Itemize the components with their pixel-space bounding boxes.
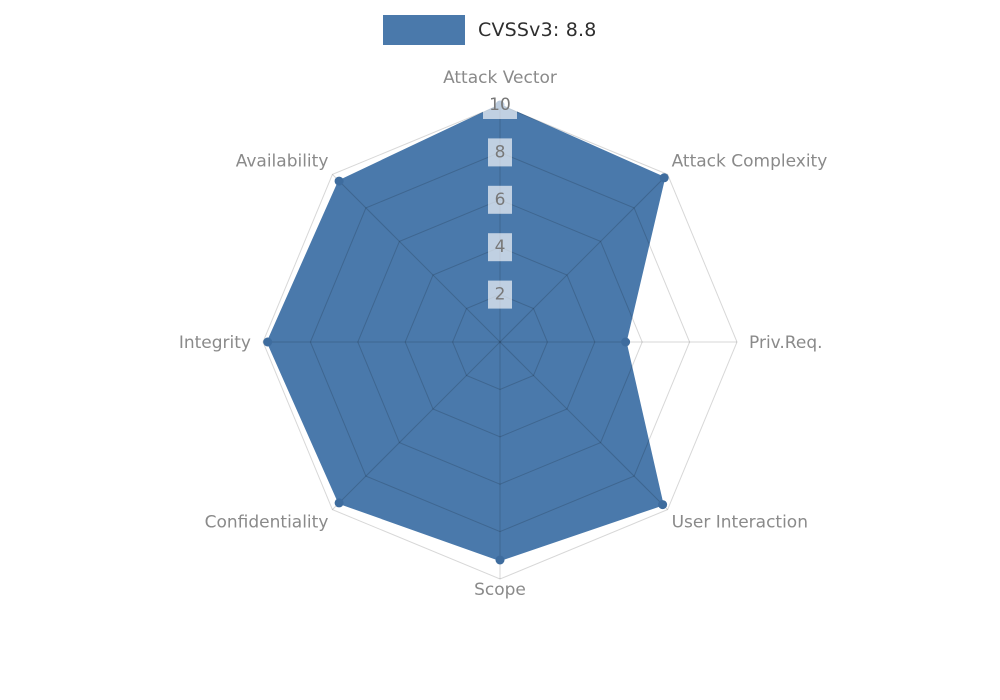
tick-label-box xyxy=(488,185,512,214)
axis-label-user-interaction: User Interaction xyxy=(672,513,808,533)
radar-grid xyxy=(262,104,738,580)
series-polygon[interactable] xyxy=(266,104,666,561)
tick-label: 8 xyxy=(495,142,506,162)
radar-grid-ring xyxy=(357,199,643,485)
legend-label: CVSSv3: 8.8 xyxy=(478,19,597,41)
data-point-dot[interactable] xyxy=(334,498,344,508)
axis-label-attack-complexity: Attack Complexity xyxy=(672,151,828,171)
tick-label-box xyxy=(488,138,512,167)
legend-swatch[interactable] xyxy=(383,15,465,45)
tick-label-box xyxy=(488,233,512,262)
radar-grid-ring xyxy=(309,151,691,533)
axis-label-availability: Availability xyxy=(236,151,329,171)
radar-spoke xyxy=(332,174,501,343)
tick-label: 10 xyxy=(489,95,511,115)
data-point-dot[interactable] xyxy=(659,173,669,183)
radar-spoke xyxy=(499,174,668,343)
axis-label-integrity: Integrity xyxy=(179,333,251,353)
data-point-dot[interactable] xyxy=(658,500,668,510)
data-point-dot[interactable] xyxy=(334,176,344,186)
radar-spoke xyxy=(499,341,668,510)
legend: CVSSv3: 8.8 xyxy=(383,15,597,45)
tick-label: 2 xyxy=(495,285,506,305)
tick-label: 6 xyxy=(495,190,506,210)
radar-spoke xyxy=(332,341,501,510)
axis-label-attack-vector: Attack Vector xyxy=(443,68,557,88)
tick-label-box xyxy=(483,91,517,119)
radar-grid-ring xyxy=(452,294,548,390)
axis-label-confidentiality: Confidentiality xyxy=(205,513,329,533)
tick-label: 4 xyxy=(495,237,506,257)
radar-grid-ring xyxy=(262,104,738,580)
axis-label-scope: Scope xyxy=(474,580,526,600)
data-point-dot[interactable] xyxy=(495,555,505,565)
axis-label-priv-req: Priv.Req. xyxy=(749,333,823,353)
data-point-dot[interactable] xyxy=(621,337,631,347)
data-point-dot[interactable] xyxy=(263,337,273,347)
tick-label-box xyxy=(488,280,512,309)
radar-grid-ring xyxy=(404,246,596,438)
